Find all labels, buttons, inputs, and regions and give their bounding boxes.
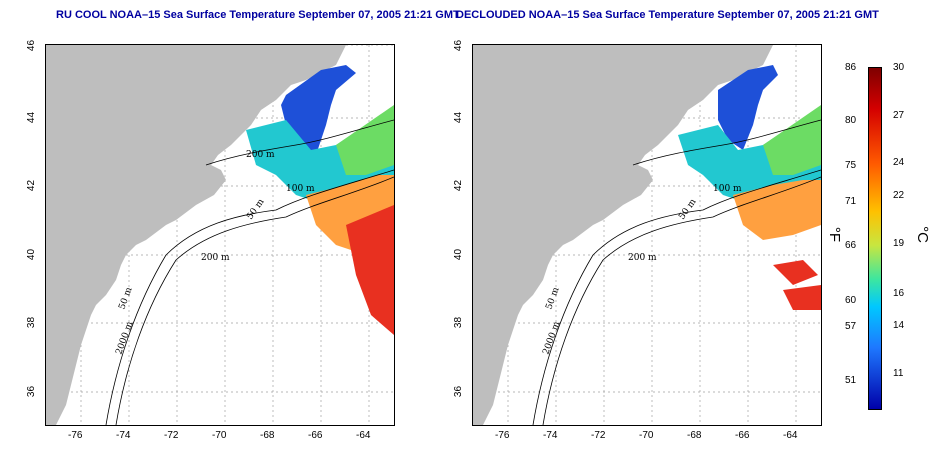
contour-label: 2000 m [541,320,562,356]
x-tick: -66 [308,430,323,441]
y-tick: 36 [453,385,465,398]
right-map-title: DECLOUDED NOAA–15 Sea Surface Temperatur… [456,9,879,21]
right-map-svg: 100 m 50 m 200 m 50 m 2000 m [473,45,821,425]
colorbar-celsius-tick: 30 [893,62,905,73]
colorbar-fahrenheit-tick: 71 [845,196,857,207]
celsius-unit-label: °C [913,226,931,243]
contour-label: 50 m [117,286,134,311]
colorbar-celsius-tick: 16 [893,288,905,299]
colorbar-fahrenheit-tick: 86 [845,62,857,73]
x-tick: -70 [212,430,227,441]
x-tick: -68 [260,430,275,441]
contour-label: 100 m [286,184,315,194]
x-tick: -76 [68,430,83,441]
sst-warm-patch [733,180,821,240]
contour-label: 50 m [677,197,699,222]
x-tick: -74 [116,430,131,441]
x-tick: -70 [639,430,654,441]
sst-hot-patch [773,260,821,310]
colorbar-celsius-tick: 24 [893,157,905,168]
colorbar-fahrenheit-tick: 51 [845,375,857,386]
y-tick: 46 [453,39,465,52]
sst-cold-patch [281,65,356,155]
depth-contours [532,119,821,425]
colorbar-fahrenheit-tick: 60 [845,295,857,306]
colorbar-celsius-tick: 27 [893,110,905,121]
sst-cold-patch [718,65,778,150]
y-tick: 42 [453,179,465,192]
right-map-panel: 100 m 50 m 200 m 50 m 2000 m [472,44,822,426]
land-mass [473,45,773,425]
x-tick: -64 [783,430,798,441]
x-tick: -76 [495,430,510,441]
temperature-colorbar [868,67,882,410]
y-tick: 46 [26,39,38,52]
land-mass [46,45,346,425]
colorbar-fahrenheit-tick: 75 [845,160,857,171]
y-tick: 40 [453,248,465,261]
colorbar-fahrenheit-tick: 66 [845,240,857,251]
x-tick: -66 [735,430,750,441]
colorbar-fahrenheit-tick: 80 [845,115,857,126]
x-tick: -72 [164,430,179,441]
y-tick: 38 [26,316,38,329]
depth-contours [105,119,394,425]
contour-label: 200 m [628,253,657,263]
contour-label: 200 m [201,253,230,263]
fahrenheit-unit-label: °F [826,226,844,243]
sst-green-patch [763,105,821,175]
sst-hot-patch [346,205,394,335]
colorbar-celsius-tick: 14 [893,320,905,331]
left-map-title: RU COOL NOAA–15 Sea Surface Temperature … [56,9,460,21]
colorbar-celsius-tick: 11 [893,368,904,379]
y-tick: 44 [26,111,38,124]
contour-label: 2000 m [114,320,135,356]
colorbar-celsius-tick: 19 [893,238,905,249]
contour-label: 50 m [544,286,561,311]
y-tick: 36 [26,385,38,398]
left-map-svg: 200 m 100 m 50 m 200 m 50 m 2000 m [46,45,394,425]
x-tick: -64 [356,430,371,441]
colorbar-fahrenheit-tick: 57 [845,321,857,332]
contour-label: 50 m [245,197,267,222]
y-tick: 40 [26,248,38,261]
x-tick: -72 [591,430,606,441]
sst-green-patch [336,105,394,175]
left-map-panel: 200 m 100 m 50 m 200 m 50 m 2000 m [45,44,395,426]
y-tick: 42 [26,179,38,192]
x-tick: -74 [543,430,558,441]
contour-label: 100 m [713,184,742,194]
colorbar-celsius-tick: 22 [893,190,905,201]
y-tick: 44 [453,111,465,124]
x-tick: -68 [687,430,702,441]
contour-label: 200 m [246,150,275,160]
y-tick: 38 [453,316,465,329]
